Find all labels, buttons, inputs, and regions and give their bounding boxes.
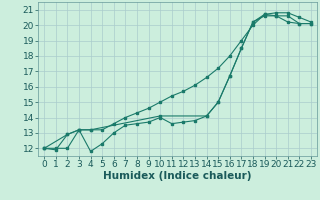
X-axis label: Humidex (Indice chaleur): Humidex (Indice chaleur) [103, 171, 252, 181]
